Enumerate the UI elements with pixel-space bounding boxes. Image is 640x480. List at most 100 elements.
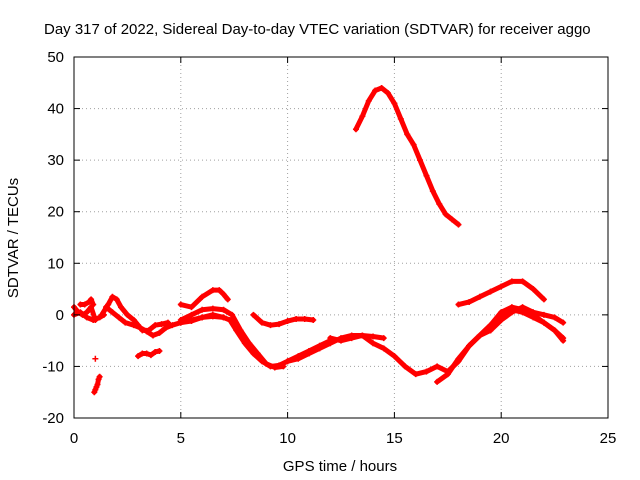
data-point — [103, 304, 110, 311]
data-point — [220, 306, 227, 313]
data-point — [498, 317, 505, 324]
data-point — [209, 311, 216, 318]
data-point — [417, 157, 424, 164]
data-point — [365, 97, 372, 104]
data-point — [540, 311, 547, 318]
data-point — [444, 371, 451, 378]
data-point — [404, 131, 411, 138]
data-point — [81, 301, 88, 308]
data-point — [540, 296, 547, 303]
data-point — [94, 381, 101, 388]
data-point — [199, 306, 206, 313]
series-track-s — [487, 304, 567, 334]
data-point — [96, 373, 103, 380]
series-track-o — [352, 84, 462, 228]
data-point — [156, 347, 163, 354]
data-point — [560, 337, 567, 344]
data-point — [152, 322, 159, 329]
data-point — [352, 126, 359, 133]
data-point — [530, 286, 537, 293]
data-point — [109, 293, 116, 300]
data-point — [216, 287, 223, 294]
data-point — [455, 355, 462, 362]
data-point — [530, 309, 537, 316]
data-point — [540, 319, 547, 326]
series-track-r — [466, 306, 567, 349]
data-point — [250, 311, 257, 318]
data-point — [519, 309, 526, 316]
data-point — [476, 332, 483, 339]
data-point — [115, 314, 122, 321]
series-trace — [178, 312, 333, 369]
data-point — [220, 291, 227, 298]
data-point — [188, 304, 195, 311]
data-point — [466, 298, 473, 305]
data-point — [152, 348, 159, 355]
x-tick-label: 10 — [279, 430, 296, 447]
y-tick-label: 40 — [47, 101, 64, 118]
data-point — [188, 311, 195, 318]
data-point — [280, 363, 287, 370]
y-tick-label: 0 — [56, 307, 64, 324]
data-point — [135, 353, 142, 360]
data-point — [384, 90, 391, 97]
series-track-q — [455, 278, 547, 308]
y-tick-label: 10 — [47, 255, 64, 272]
data-point — [284, 318, 291, 325]
data-point — [143, 328, 150, 335]
data-point — [397, 115, 404, 122]
data-point — [508, 309, 515, 316]
data-point — [434, 378, 441, 385]
data-point — [254, 350, 261, 357]
data-point — [305, 350, 312, 357]
y-tick-label: -20 — [42, 410, 64, 427]
data-point — [519, 278, 526, 285]
data-point — [77, 309, 84, 316]
data-point — [423, 172, 430, 179]
y-axis-label: SDTVAR / TECUs — [5, 178, 22, 298]
data-point — [370, 340, 377, 347]
data-point — [310, 317, 317, 324]
data-point — [267, 322, 274, 329]
data-point — [498, 309, 505, 316]
data-point — [487, 327, 494, 334]
data-point — [109, 309, 116, 316]
x-tick-label: 5 — [177, 430, 185, 447]
series-track-c — [77, 296, 97, 308]
data-point — [410, 141, 417, 148]
data-point — [455, 221, 462, 228]
data-point — [391, 353, 398, 360]
data-point — [284, 358, 291, 365]
data-point — [402, 363, 409, 370]
data-point — [370, 333, 377, 340]
data-point — [113, 296, 120, 303]
data-point — [380, 345, 387, 352]
data-point — [449, 216, 456, 223]
data-point — [276, 321, 283, 328]
series-track-f — [135, 347, 163, 360]
data-point — [263, 360, 270, 367]
data-point — [391, 100, 398, 107]
data-point — [519, 304, 526, 311]
data-point — [246, 340, 253, 347]
data-point — [122, 319, 129, 326]
data-point — [92, 355, 99, 362]
x-tick-label: 25 — [600, 430, 617, 447]
data-point — [147, 352, 154, 359]
data-point — [177, 301, 184, 308]
data-point — [156, 329, 163, 336]
data-point — [423, 368, 430, 375]
data-point — [226, 317, 233, 324]
data-point — [199, 293, 206, 300]
series-trace — [353, 85, 461, 228]
data-point — [130, 322, 137, 329]
data-point — [117, 304, 124, 311]
data-point — [372, 87, 379, 94]
data-point — [359, 332, 366, 339]
data-point — [348, 335, 355, 342]
data-point — [436, 200, 443, 207]
series-track-l — [250, 311, 317, 329]
series-track-h — [92, 355, 99, 362]
